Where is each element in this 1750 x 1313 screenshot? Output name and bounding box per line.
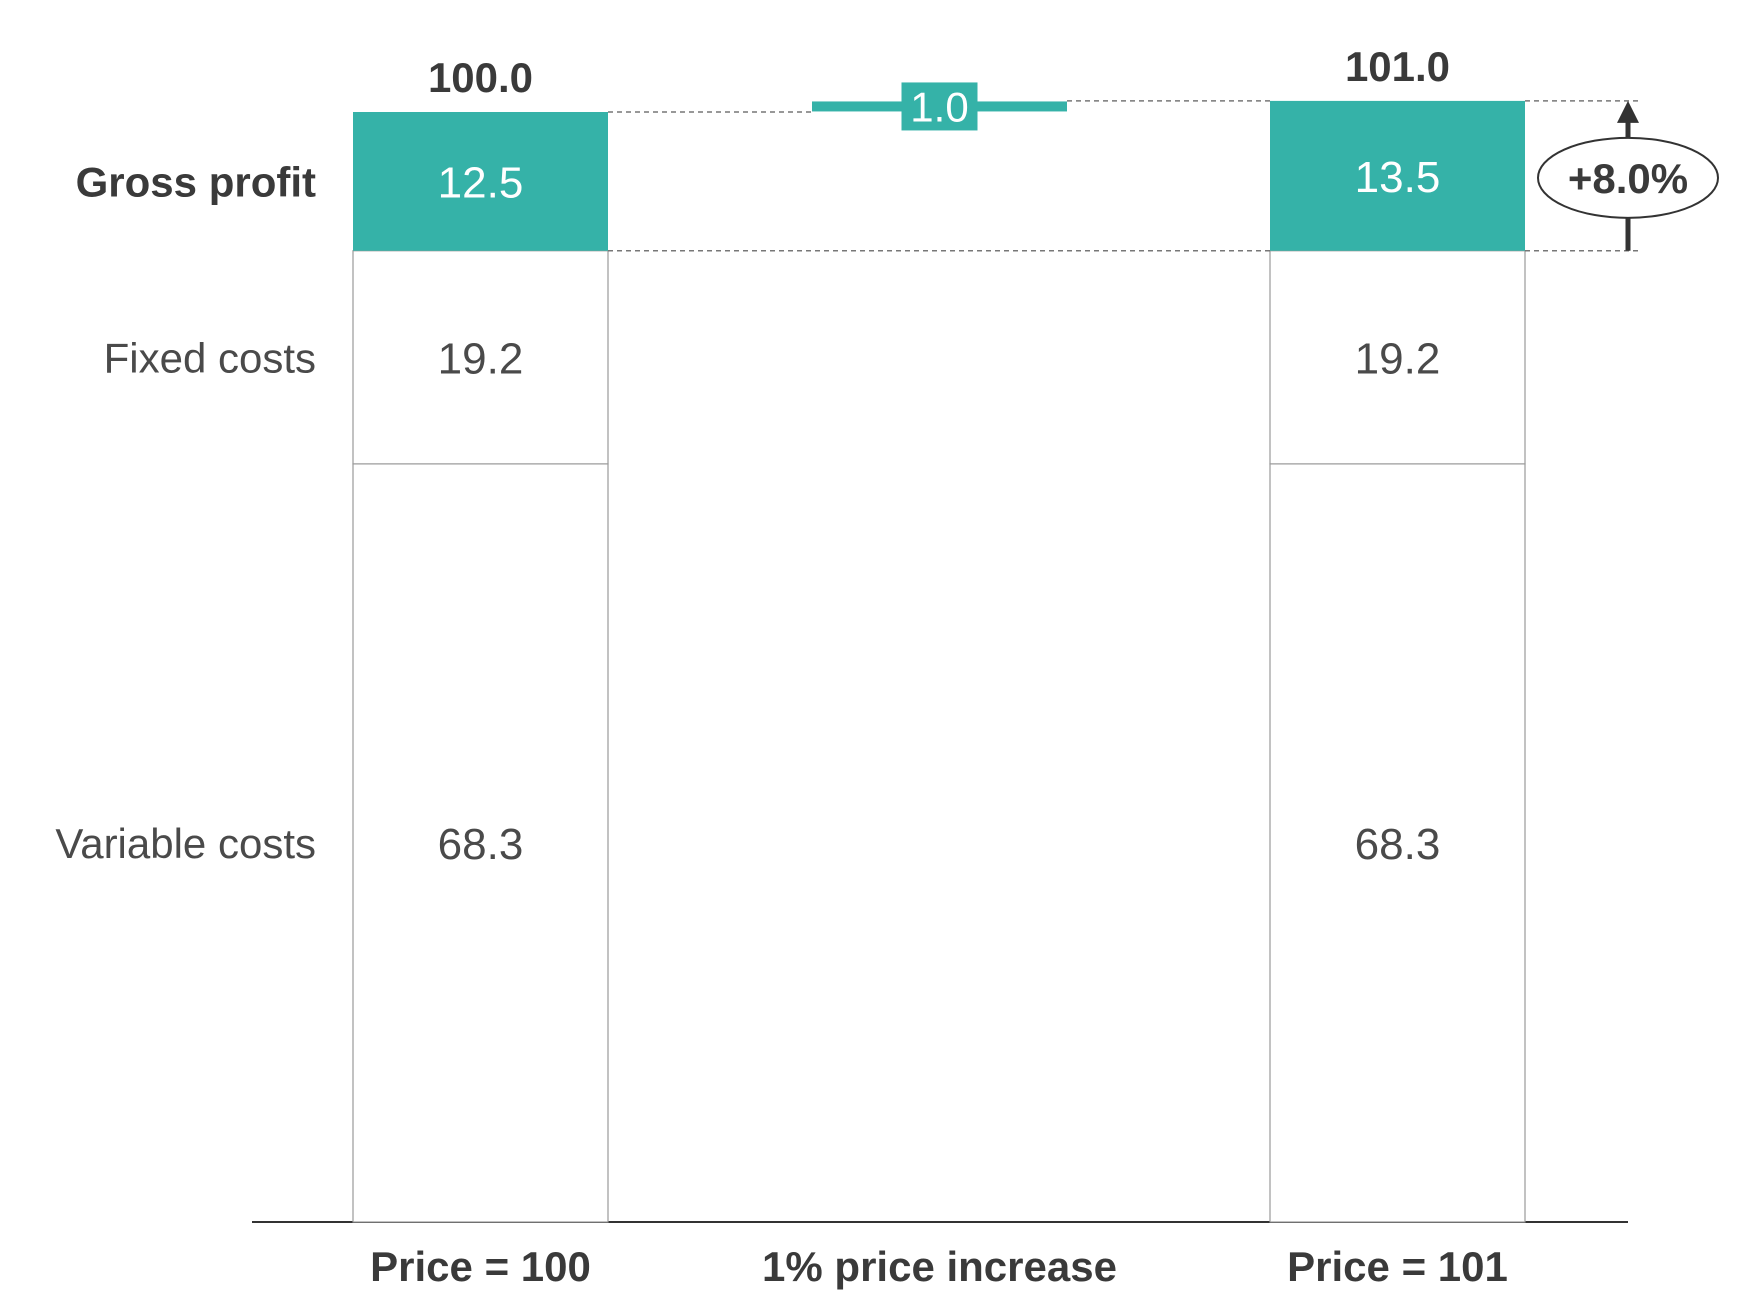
delta-label-box — [901, 82, 978, 131]
bar-segment — [352, 250, 609, 465]
data-label: 12.5 — [438, 158, 524, 207]
data-label: 68.3 — [438, 820, 524, 869]
data-label: 19.2 — [438, 334, 524, 383]
category-label: Price = 100 — [370, 1243, 591, 1290]
bar-segment — [1269, 250, 1526, 465]
total-label: 101.0 — [1345, 43, 1450, 90]
segment-label: Variable costs — [55, 820, 316, 867]
data-label: 68.3 — [1355, 820, 1441, 869]
segment-label: Gross profit — [76, 158, 316, 205]
data-label: 13.5 — [1355, 153, 1441, 202]
bar-segment — [1269, 463, 1526, 1223]
growth-arrow-head — [1617, 100, 1639, 123]
bar-segment — [352, 463, 609, 1223]
bar-segment — [353, 112, 608, 251]
chart-marks: 68.3 19.2 12.5 100.0 68.3 19.2 13.5 101.0 1.0 +8.… — [55, 43, 1719, 1290]
category-label: Price = 101 — [1287, 1243, 1508, 1290]
total-label: 100.0 — [428, 54, 533, 101]
bar-segment — [1270, 100, 1525, 251]
segment-label: Fixed costs — [104, 334, 316, 381]
growth-annotation-label: +8.0% — [1568, 155, 1688, 202]
data-label: 19.2 — [1355, 334, 1441, 383]
delta-label: 1.0 — [910, 83, 968, 130]
category-label: 1% price increase — [762, 1243, 1117, 1290]
growth-annotation-ellipse — [1537, 136, 1719, 219]
